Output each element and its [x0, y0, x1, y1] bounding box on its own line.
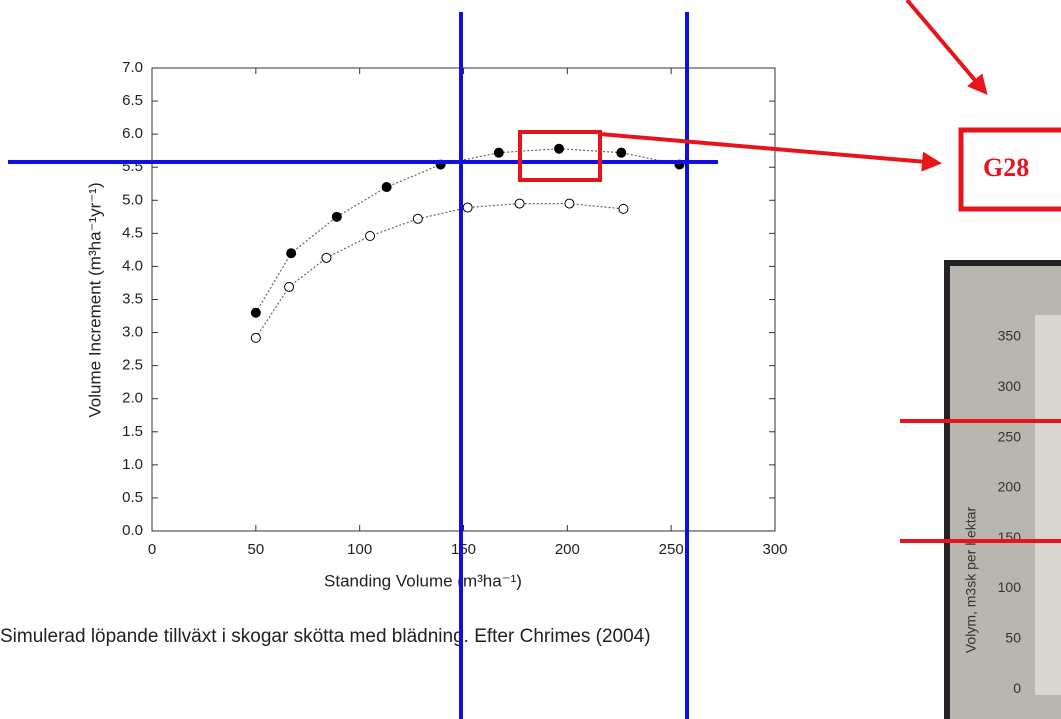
point [286, 248, 297, 259]
y-tick-label: 6.5 [122, 92, 143, 109]
y-tick-label: 4.0 [122, 257, 143, 274]
point [381, 182, 392, 193]
point [564, 198, 575, 209]
plot: 0 50 100 150 200 250 300 0.0 0.5 1.0 1.5 2.0 2.5 3.0 3… [122, 59, 787, 558]
photo-tick-label: 100 [998, 579, 1022, 595]
photo-tick-label: 350 [998, 328, 1022, 344]
y-tick-label: 3.5 [122, 290, 143, 307]
point [618, 203, 629, 214]
y-tick-label: 2.5 [122, 357, 143, 374]
point [462, 202, 473, 213]
photo-tick-label: 300 [998, 378, 1022, 394]
point [250, 307, 261, 318]
photo-tick-label: 0 [1013, 680, 1021, 696]
x-tick-label: 250 [659, 541, 684, 558]
y-tick-label: 4.5 [122, 224, 143, 241]
point [284, 281, 295, 292]
y-tick-label: 3.0 [122, 324, 143, 341]
caption: Simulerad löpande tillväxt i skogar sköt… [0, 626, 651, 647]
plot-frame [151, 67, 776, 532]
x-axis-label: Standing Volume (m³ha⁻¹) [324, 571, 522, 590]
point [321, 252, 332, 263]
x-tick-label: 150 [451, 541, 476, 558]
series-line [255, 202, 624, 339]
photo-plot [1035, 315, 1061, 695]
series-line [255, 148, 680, 314]
x-tick-label: 0 [148, 541, 156, 558]
y-axis-label: Volume Increment (m³ha⁻¹yr⁻¹) [85, 182, 104, 417]
y-tick-label: 6.0 [122, 125, 143, 142]
y-tick-label: 5.0 [122, 191, 143, 208]
y-tick-label: 2.0 [122, 390, 143, 407]
y-tick-label: 0.0 [122, 522, 143, 539]
y-tick-label: 0.5 [122, 489, 143, 506]
point [514, 198, 525, 209]
photo-tick-label: 50 [1005, 630, 1021, 646]
point [554, 143, 565, 154]
x-tick-label: 100 [347, 541, 372, 558]
annotation-label: G28 [983, 153, 1029, 182]
y-tick-label: 7.0 [122, 59, 143, 76]
point [250, 332, 261, 343]
point [616, 147, 627, 158]
point [365, 231, 376, 242]
arrow [905, 0, 988, 96]
arrow [599, 132, 942, 172]
x-tick-label: 300 [762, 541, 787, 558]
x-tick-label: 200 [555, 541, 580, 558]
x-tick-label: 50 [247, 541, 264, 558]
label-box [958, 127, 1061, 212]
highlight-box [518, 130, 602, 182]
point [331, 211, 342, 222]
photo-tick-label: 200 [998, 479, 1022, 495]
photo-tick-label: 250 [998, 428, 1022, 444]
y-tick-label: 1.5 [122, 423, 143, 440]
point [412, 213, 423, 224]
photo-y-label: Volym, m3sk per hektar [963, 507, 979, 654]
y-tick-label: 1.0 [122, 456, 143, 473]
point [493, 147, 504, 158]
